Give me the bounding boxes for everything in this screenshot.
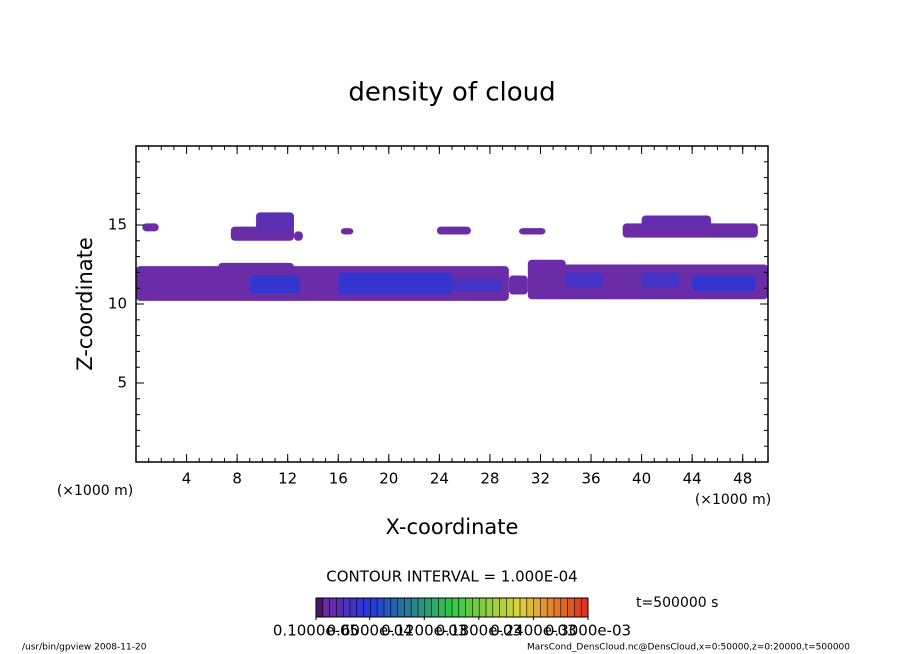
x-tick-label: 20	[379, 470, 398, 488]
colorbar-tick-label: 0.1800e-03	[436, 622, 522, 640]
colorbar-cell	[560, 598, 569, 617]
x-tick-label: 32	[531, 470, 550, 488]
colorbar-cell	[581, 598, 589, 617]
x-tick-label: 36	[581, 470, 600, 488]
x-tick-label: 12	[278, 470, 297, 488]
time-label: t=500000 s	[636, 595, 718, 611]
colorbar-cell	[322, 598, 331, 617]
x-tick-label: 40	[632, 470, 651, 488]
colorbar-cell	[431, 598, 439, 617]
contour-interval: CONTOUR INTERVAL = 1.000E-04	[326, 568, 577, 586]
x-unit: (×1000 m)	[695, 492, 771, 508]
colorbar-cell	[363, 598, 371, 617]
colorbar-cell	[336, 598, 344, 617]
x-tick-label: 44	[683, 470, 702, 488]
contour-patch	[256, 212, 294, 232]
contour-patch	[338, 272, 452, 295]
colorbar-tick-label: 0.6000e-04	[327, 622, 413, 640]
plot-frame	[135, 145, 769, 463]
chart-title: density of cloud	[348, 78, 555, 108]
colorbar: 0.1000e-050.6000e-040.1200e-030.1800e-03…	[273, 597, 631, 640]
contour-patch	[565, 272, 604, 289]
contour-patch	[518, 228, 546, 235]
contour-patch	[641, 272, 680, 289]
colorbar-cell	[370, 598, 378, 617]
colorbar-cell	[499, 598, 507, 617]
colorbar-cell	[567, 598, 575, 617]
colorbar-cell	[547, 598, 555, 617]
x-tick-label: 48	[733, 470, 752, 488]
y-tick-label: 15	[108, 216, 127, 234]
x-axis-label: X-coordinate	[386, 515, 519, 539]
colorbar-tick-label: 0.1000e-05	[273, 622, 359, 640]
y-tick-label: 5	[117, 374, 127, 392]
footer-left: /usr/bin/gpview 2008-11-20	[22, 643, 147, 653]
colorbar-cell	[397, 598, 405, 617]
colorbar-cell	[506, 598, 514, 617]
colorbar-cell	[384, 598, 392, 617]
y-axis-label: Z-coordinate	[73, 237, 97, 371]
x-tick-label: 28	[480, 470, 499, 488]
contour-patch	[294, 231, 303, 241]
x-tick-label: 8	[232, 470, 242, 488]
colorbar-cell	[390, 598, 399, 617]
colorbar-cell	[526, 598, 535, 617]
colorbar-cell	[356, 598, 365, 617]
colorbar-cell	[479, 598, 487, 617]
colorbar-cell	[540, 598, 548, 617]
colorbar-cell	[343, 598, 351, 617]
colorbar-cell	[520, 598, 528, 617]
footer-right: MarsCond_DensCloud.nc@DensCloud,x=0:5000…	[527, 643, 850, 653]
colorbar-cell	[458, 598, 467, 617]
colorbar-cell	[438, 598, 446, 617]
colorbar-cell	[465, 598, 473, 617]
x-tick-label: 24	[430, 470, 449, 488]
y-unit: (×1000 m)	[57, 483, 133, 499]
x-tick-label: 16	[329, 470, 348, 488]
colorbar-cell	[316, 598, 324, 617]
colorbar-cell	[329, 598, 337, 617]
colorbar-cell	[377, 598, 385, 617]
colorbar-tick-label: 0.2400e-03	[490, 622, 576, 640]
colorbar-cell	[513, 598, 521, 617]
contour-patch	[218, 262, 294, 273]
contour-patch	[436, 226, 471, 235]
colorbar-cell	[533, 598, 541, 617]
colorbar-cell	[350, 598, 358, 617]
contour-patch	[641, 215, 712, 229]
colorbar-cell	[452, 598, 460, 617]
colorbar-frame	[315, 597, 589, 618]
contour-patch	[340, 228, 354, 235]
plot-area	[136, 212, 768, 301]
colorbar-cell	[574, 598, 582, 617]
contour-patch	[142, 223, 159, 232]
colorbar-tick-label: 0.1200e-03	[381, 622, 467, 640]
colorbar-cell	[418, 598, 426, 617]
colorbar-cell	[486, 598, 494, 617]
colorbar-cell	[404, 598, 412, 617]
contour-patch	[692, 275, 756, 292]
colorbar-cell	[424, 598, 433, 617]
colorbar-cell	[554, 598, 562, 617]
colorbar-tick-label: 0.3000e-03	[545, 622, 631, 640]
contour-patch	[249, 275, 301, 293]
x-tick-label: 4	[182, 470, 192, 488]
contour-patch	[527, 259, 566, 273]
contour-patch	[452, 278, 503, 292]
colorbar-cell	[411, 598, 419, 617]
colorbar-cell	[472, 598, 480, 617]
contour-patch	[508, 275, 528, 295]
colorbar-cell	[492, 598, 501, 617]
colorbar-cell	[445, 598, 453, 617]
y-tick-label: 10	[108, 295, 127, 313]
